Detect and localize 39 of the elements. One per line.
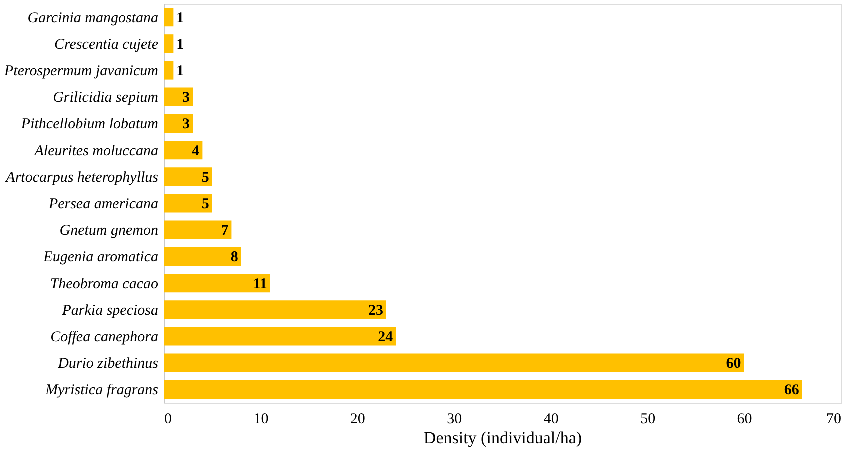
data-label: 3	[182, 116, 190, 133]
y-tick-label: Grilicidia sepium	[53, 90, 159, 106]
x-tick-label: 20	[350, 412, 366, 428]
y-tick-label: Garcinia mangostana	[28, 10, 158, 26]
data-label: 1	[176, 36, 184, 53]
y-tick-label: Eugenia aromatica	[42, 250, 158, 266]
y-tick-label: Coffea canephora	[50, 330, 158, 346]
data-label: 5	[202, 196, 210, 212]
data-label: 23	[368, 302, 384, 319]
y-tick-label: Persea americana	[48, 196, 158, 212]
data-label: 66	[784, 382, 800, 399]
data-label: 4	[192, 143, 200, 160]
data-label: 11	[253, 276, 268, 292]
x-tick-label: 60	[737, 412, 752, 428]
data-label: 1	[176, 64, 184, 80]
y-tick-label: Theobroma cacao	[50, 276, 159, 292]
data-label: 3	[182, 90, 190, 106]
y-tick-label: Durio zibethinus	[57, 356, 159, 372]
y-tick-label: Gnetum gnemon	[60, 223, 158, 240]
y-tick-label: Artocarpus heterophyllus	[5, 170, 159, 186]
y-tick-label: Myristica fragrans	[44, 382, 159, 399]
y-tick-label: Parkia speciosa	[61, 302, 158, 319]
x-tick-label: 0	[164, 412, 172, 428]
x-tick-label: 40	[544, 412, 559, 428]
x-tick-label: 10	[254, 412, 269, 428]
x-axis-title: Density (individual/ha)	[424, 428, 582, 448]
x-tick-label: 70	[826, 412, 842, 428]
data-label: 24	[378, 330, 394, 346]
y-tick-label: Crescentia cujete	[54, 36, 159, 53]
data-label: 7	[221, 223, 230, 240]
data-label: 1	[176, 10, 184, 26]
y-tick-label: Pithcellobium lobatum	[20, 116, 159, 133]
data-label: 8	[230, 250, 238, 266]
y-tick-label: Aleurites moluccana	[34, 143, 158, 160]
y-tick-label: Pterospermum javanicum	[4, 64, 159, 80]
data-label: 60	[726, 356, 742, 372]
x-tick-label: 30	[447, 412, 462, 428]
x-tick-label: 50	[640, 412, 656, 428]
data-label: 5	[202, 170, 210, 186]
